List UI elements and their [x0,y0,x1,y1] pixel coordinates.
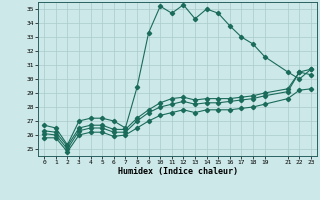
X-axis label: Humidex (Indice chaleur): Humidex (Indice chaleur) [118,167,238,176]
